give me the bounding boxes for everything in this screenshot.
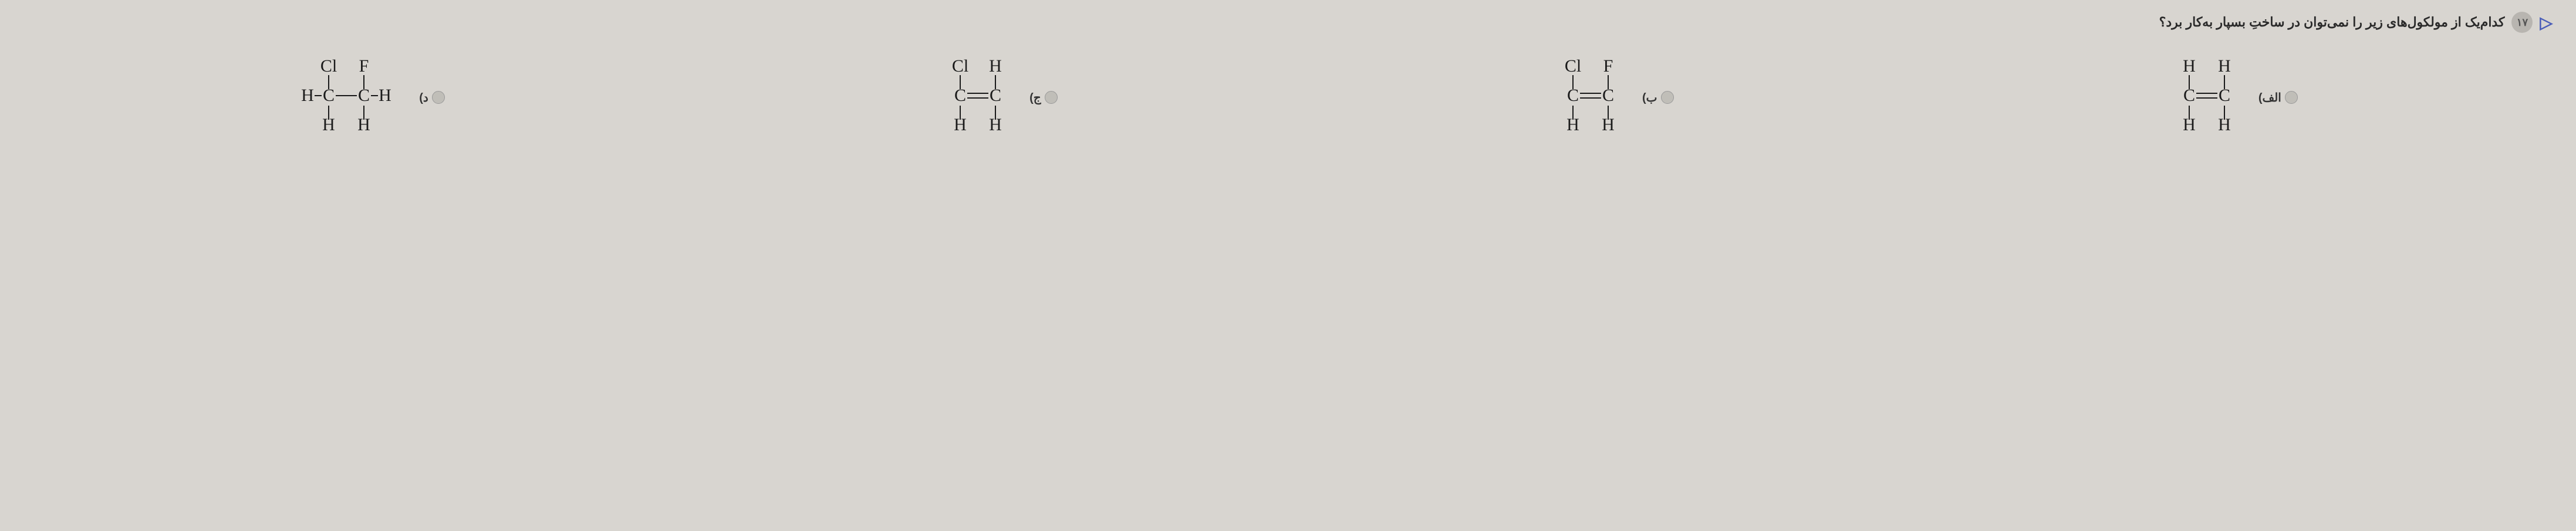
options-row: ClFCCHHHH د) ClHCCHH ج) ClFCCHH ب) HHCCH… [23,50,2553,144]
svg-text:H: H [954,115,967,134]
svg-text:H: H [989,115,1002,134]
question-text: کدام‌یک از مولکول‌های زیر را نمی‌توان در… [2159,15,2505,30]
svg-text:H: H [322,115,335,134]
option-a: HHCCHH الف) [2160,56,2298,138]
option-d: ClFCCHHHH د) [278,56,445,138]
option-d-text: د) [419,90,428,105]
svg-text:H: H [2218,115,2231,134]
option-c-label[interactable]: ج) [1029,90,1058,105]
svg-text:H: H [1602,115,1615,134]
svg-text:C: C [2183,86,2195,105]
svg-text:Cl: Cl [1565,56,1581,76]
svg-text:C: C [2219,86,2230,105]
svg-text:H: H [357,115,370,134]
svg-text:C: C [954,86,966,105]
question-marker-icon: ▷ [2540,13,2553,32]
svg-text:H: H [379,86,391,105]
svg-text:H: H [989,56,1002,76]
molecule-a: HHCCHH [2160,56,2254,138]
svg-text:F: F [359,56,369,76]
molecule-b: ClFCCHH [1544,56,1638,138]
question-number-badge: ۱۷ [2511,12,2533,33]
svg-text:C: C [323,86,335,105]
radio-icon[interactable] [2285,91,2298,104]
svg-text:Cl: Cl [952,56,968,76]
svg-text:C: C [1567,86,1579,105]
option-b-label[interactable]: ب) [1642,90,1674,105]
option-b-text: ب) [1642,90,1657,105]
svg-text:H: H [1566,115,1579,134]
molecule-c: ClHCCHH [931,56,1025,138]
svg-text:H: H [2183,115,2196,134]
svg-text:H: H [301,86,314,105]
svg-text:C: C [358,86,370,105]
radio-icon[interactable] [1045,91,1058,104]
option-a-text: الف) [2258,90,2281,105]
svg-text:H: H [2183,56,2196,76]
svg-text:C: C [990,86,1001,105]
option-b: ClFCCHH ب) [1544,56,1674,138]
option-c-text: ج) [1029,90,1041,105]
option-c: ClHCCHH ج) [931,56,1058,138]
radio-icon[interactable] [432,91,445,104]
svg-text:C: C [1602,86,1614,105]
svg-text:F: F [1603,56,1613,76]
molecule-d: ClFCCHHHH [278,56,414,138]
option-a-label[interactable]: الف) [2258,90,2298,105]
radio-icon[interactable] [1661,91,1674,104]
option-d-label[interactable]: د) [419,90,445,105]
question-header: ▷ ۱۷ کدام‌یک از مولکول‌های زیر را نمی‌تو… [23,12,2553,33]
svg-text:Cl: Cl [320,56,337,76]
svg-text:H: H [2218,56,2231,76]
